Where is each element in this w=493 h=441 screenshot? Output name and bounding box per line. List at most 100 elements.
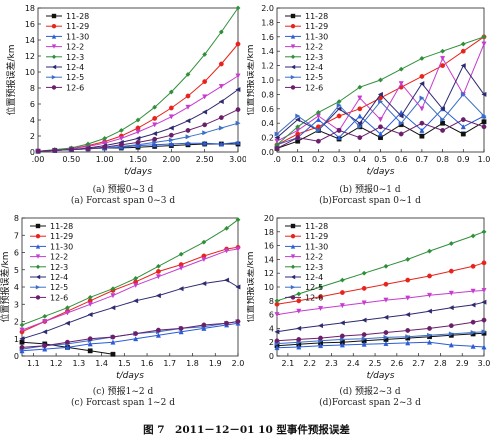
data-point-12-6 bbox=[52, 148, 58, 153]
caption-c-cn: (c) 预报1~2 d bbox=[92, 387, 154, 397]
legend-marker bbox=[35, 244, 41, 249]
x-tick-label: 0.6 bbox=[395, 155, 408, 164]
y-tick-label: 2 bbox=[14, 318, 19, 327]
data-point-12-5 bbox=[185, 134, 191, 140]
data-point-12-4 bbox=[339, 320, 345, 326]
x-tick-label: 2.00 bbox=[162, 155, 180, 164]
data-point-11-29 bbox=[336, 113, 342, 119]
data-point-11-28 bbox=[419, 133, 425, 139]
data-point-12-5 bbox=[398, 120, 404, 126]
data-point-11-29 bbox=[470, 263, 476, 269]
legend-label: 12-2 bbox=[305, 253, 323, 262]
data-point-11-30 bbox=[361, 341, 367, 347]
y-tick-label: 12 bbox=[264, 269, 274, 278]
data-point-12-5 bbox=[361, 336, 367, 342]
data-point-12-5 bbox=[295, 113, 301, 119]
data-point-12-6 bbox=[274, 146, 280, 151]
data-point-12-6 bbox=[218, 115, 224, 120]
legend-label: 12-4 bbox=[305, 273, 323, 282]
data-point-12-4 bbox=[133, 298, 139, 304]
data-point-11-30 bbox=[377, 131, 384, 137]
data-point-11-30 bbox=[87, 341, 93, 347]
data-point-11-29 bbox=[185, 93, 191, 99]
data-point-12-4 bbox=[218, 99, 224, 105]
x-tick-label: 1.2 bbox=[50, 359, 63, 368]
data-point-12-2 bbox=[178, 265, 184, 271]
y-tick-label: 7 bbox=[14, 231, 19, 240]
data-point-12-3 bbox=[419, 55, 425, 61]
data-point-12-3 bbox=[202, 51, 208, 57]
data-point-12-4 bbox=[295, 117, 301, 123]
data-point-12-6 bbox=[378, 124, 383, 130]
x-tick-label: 0.8 bbox=[436, 155, 449, 164]
legend-label: 12-3 bbox=[66, 53, 84, 62]
data-point-11-29 bbox=[168, 105, 174, 111]
data-point-12-4 bbox=[235, 87, 241, 93]
data-point-12-6 bbox=[448, 323, 454, 329]
data-point-12-3 bbox=[383, 263, 389, 269]
data-point-12-4 bbox=[152, 131, 158, 137]
data-point-11-30 bbox=[152, 142, 158, 148]
x-tick-label: 2.1 bbox=[282, 359, 295, 368]
caption-c-en: (c) Forcast span 1~2 d bbox=[71, 398, 175, 408]
data-point-12-3 bbox=[178, 251, 184, 257]
data-point-12-3 bbox=[378, 77, 383, 83]
y-tick-label: 1.0 bbox=[261, 76, 274, 85]
legend-label: 11-28 bbox=[305, 12, 328, 21]
x-tick-label: 0.50 bbox=[62, 155, 80, 164]
data-point-12-4 bbox=[361, 317, 367, 323]
legend-marker bbox=[290, 44, 296, 49]
x-tick-label: 0.2 bbox=[312, 155, 325, 164]
legend-label: 11-29 bbox=[66, 22, 89, 31]
data-point-12-2 bbox=[135, 129, 141, 135]
data-point-12-5 bbox=[336, 102, 342, 108]
y-tick-label: 2 bbox=[30, 132, 35, 141]
x-tick-label: 2.50 bbox=[196, 155, 214, 164]
y-tick-label: 6 bbox=[30, 100, 35, 109]
data-point-12-3 bbox=[339, 277, 345, 283]
y-tick-label: 5 bbox=[14, 266, 19, 275]
y-tick-label: 16 bbox=[25, 20, 35, 29]
data-point-12-6 bbox=[19, 344, 25, 350]
data-point-12-6 bbox=[118, 142, 124, 148]
x-tick-label: 2.5 bbox=[369, 359, 382, 368]
legend-label: 11-28 bbox=[50, 222, 73, 231]
data-point-12-3 bbox=[224, 225, 230, 231]
data-point-11-30 bbox=[235, 139, 241, 145]
y-tick-label: 6 bbox=[14, 249, 19, 258]
y-tick-label: 6 bbox=[269, 311, 274, 320]
data-point-12-6 bbox=[361, 332, 367, 338]
data-point-11-30 bbox=[481, 344, 487, 350]
data-point-12-4 bbox=[398, 113, 404, 119]
x-tick-label: 2.9 bbox=[456, 359, 469, 368]
legend-marker bbox=[290, 244, 296, 249]
data-point-12-5 bbox=[316, 127, 322, 133]
legend-label: 11-29 bbox=[305, 232, 328, 241]
data-point-11-29 bbox=[135, 125, 141, 131]
data-point-12-4 bbox=[168, 125, 174, 131]
data-point-12-2 bbox=[361, 300, 367, 306]
data-point-11-30 bbox=[155, 332, 161, 338]
data-point-12-4 bbox=[481, 299, 487, 305]
data-point-12-3 bbox=[481, 229, 487, 235]
data-point-11-29 bbox=[440, 63, 446, 68]
data-point-12-6 bbox=[224, 320, 230, 326]
data-point-11-28 bbox=[440, 120, 445, 126]
data-point-12-6 bbox=[296, 337, 302, 342]
legend-label: 11-30 bbox=[50, 242, 73, 251]
legend-marker bbox=[35, 254, 41, 259]
caption-d-cn: (d) 预报2~3 d bbox=[339, 387, 401, 397]
y-tick-label: 0.6 bbox=[261, 105, 274, 114]
figure-caption: 图 7 2011－12－01 10 型事件预报误差 bbox=[143, 424, 350, 436]
data-point-12-3 bbox=[110, 286, 116, 292]
data-point-12-3 bbox=[152, 104, 158, 110]
data-point-12-6 bbox=[383, 330, 389, 335]
legend-marker bbox=[290, 234, 296, 239]
data-point-12-2 bbox=[274, 312, 280, 318]
data-point-12-4 bbox=[201, 281, 207, 287]
legend-label: 12-4 bbox=[66, 63, 84, 72]
data-point-11-30 bbox=[202, 140, 208, 146]
data-point-12-4 bbox=[223, 277, 230, 283]
data-point-12-6 bbox=[156, 327, 161, 333]
data-point-12-4 bbox=[439, 106, 445, 112]
